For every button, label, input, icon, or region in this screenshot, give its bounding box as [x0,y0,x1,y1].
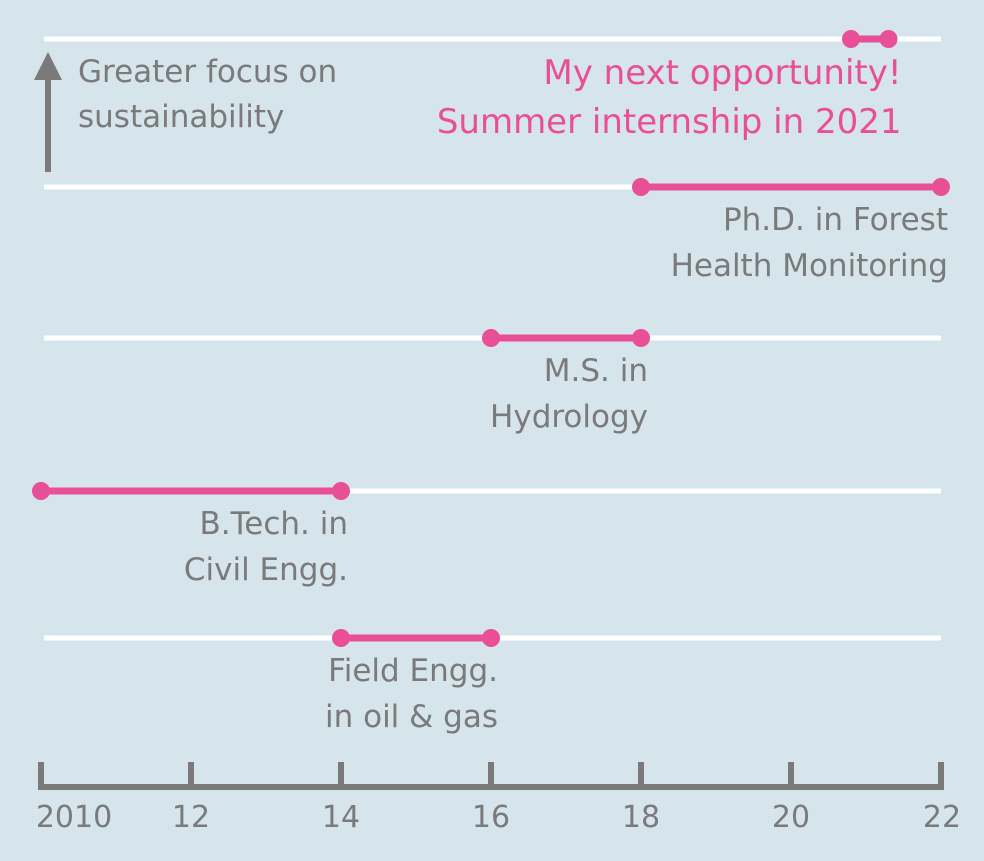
axis-note-line-1: Greater focus on [78,54,337,90]
x-tick-label: 20 [772,800,810,835]
segment-label: Civil Engg. [184,552,348,588]
segment-label: Ph.D. in Forest [723,202,948,238]
segment-label: Health Monitoring [671,248,948,284]
x-tick-label: 16 [472,800,510,835]
segment-end-dot [879,30,898,48]
segment-start-dot [632,178,650,196]
segment-start-dot [842,30,860,48]
x-axis: 2010 12 14 16 18 20 22 [36,762,961,835]
segment-end-dot [482,629,500,647]
segment-label: Summer internship in 2021 [437,102,902,142]
segment-labels: My next opportunity! Summer internship in… [184,53,948,735]
segment-label: Hydrology [490,399,648,435]
x-tick-label: 2010 [36,800,112,835]
segment-label: M.S. in [544,353,648,389]
segment-start-dot [32,482,50,500]
segment-end-dot [332,482,350,500]
segment-label: B.Tech. in [199,506,348,542]
segment-end-dot [632,329,650,347]
x-tick-label: 18 [622,800,660,835]
x-tick-label: 22 [923,800,961,835]
axis-note-line-2: sustainability [78,99,284,135]
x-tick-label: 14 [322,800,360,835]
segment-start-dot [332,629,350,647]
segment-label: My next opportunity! [543,53,901,93]
axis-note: Greater focus on sustainability [34,52,337,172]
segment-end-dot [932,178,950,196]
up-arrow-icon [34,52,62,80]
segments [32,30,950,647]
segment-label: in oil & gas [325,699,498,735]
x-tick-label: 12 [172,800,210,835]
segment-label: Field Engg. [328,653,498,689]
segment-start-dot [482,329,500,347]
